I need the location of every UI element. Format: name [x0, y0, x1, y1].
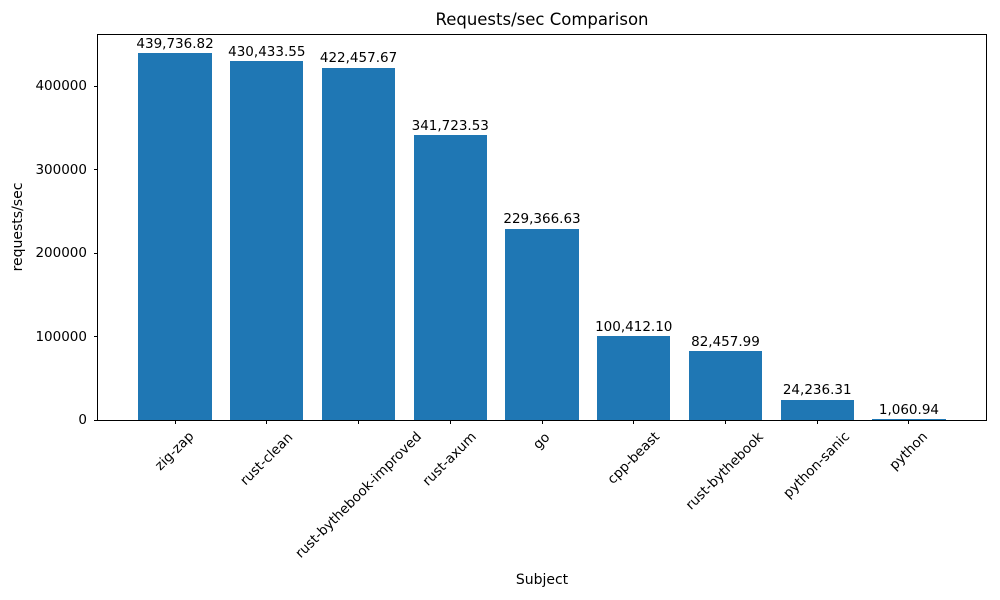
x-tick-label: rust-bythebook: [683, 429, 768, 514]
bar-python-sanic: [780, 399, 854, 420]
x-tick-label: cpp-beast: [604, 429, 663, 488]
bar-value-label: 430,433.55: [228, 43, 306, 60]
x-tick-label: rust-axum: [419, 428, 481, 490]
bar-rust-bythebook-improved: [321, 67, 396, 420]
y-tick-label: 100000: [35, 328, 87, 345]
bar-value-label: 341,723.53: [411, 117, 489, 134]
y-tick-label: 200000: [35, 245, 87, 262]
y-tick-mark: [94, 169, 98, 171]
x-tick-mark: [358, 420, 360, 424]
y-tick-label: 0: [78, 412, 87, 428]
bar-rust-axum: [413, 135, 487, 420]
x-tick-mark: [541, 420, 543, 424]
bar-value-label: 229,366.63: [503, 211, 581, 228]
bar-value-label: 82,457.99: [691, 333, 760, 350]
x-tick-mark: [266, 420, 268, 424]
x-tick-mark: [449, 420, 451, 424]
x-tick-label: zig-zap: [151, 428, 198, 475]
y-tick-mark: [94, 336, 98, 338]
x-tick-mark: [633, 420, 635, 424]
x-tick-label: python: [886, 428, 931, 474]
y-tick-label: 300000: [35, 161, 87, 178]
bar-value-label: 439,736.82: [136, 35, 214, 52]
x-axis-label: Subject: [515, 572, 569, 588]
x-tick-mark: [816, 420, 818, 424]
x-tick-label: go: [530, 429, 554, 453]
y-tick-mark: [94, 85, 98, 87]
y-tick-mark: [94, 419, 98, 421]
bar-zig-zap: [138, 53, 212, 420]
bar-cpp-beast: [597, 336, 671, 420]
bar-value-label: 24,236.31: [782, 382, 852, 399]
bar-value-label: 422,457.67: [319, 50, 398, 67]
x-tick-label: rust-clean: [236, 429, 296, 489]
bar-rust-clean: [230, 61, 304, 420]
x-tick-label: rust-bythebook-improved: [291, 429, 425, 562]
y-axis-label: requests/sec: [10, 182, 26, 272]
y-tick-label: 400000: [35, 78, 87, 95]
bar-value-label: 1,060.94: [878, 401, 939, 418]
x-tick-mark: [174, 420, 176, 424]
bar-python: [872, 419, 946, 420]
bar-value-label: 100,412.10: [595, 318, 673, 335]
x-tick-label: python-sanic: [780, 428, 854, 502]
plot-area: 439,736.82 zig-zap 430,433.55 rust-clean 422…: [35, 34, 987, 562]
bar-rust-bythebook: [688, 351, 763, 420]
y-tick-mark: [94, 252, 98, 254]
x-tick-mark: [908, 420, 910, 424]
chart-title: Requests/sec Comparison: [435, 10, 649, 29]
x-tick-mark: [724, 420, 726, 424]
bar-go: [505, 228, 579, 420]
